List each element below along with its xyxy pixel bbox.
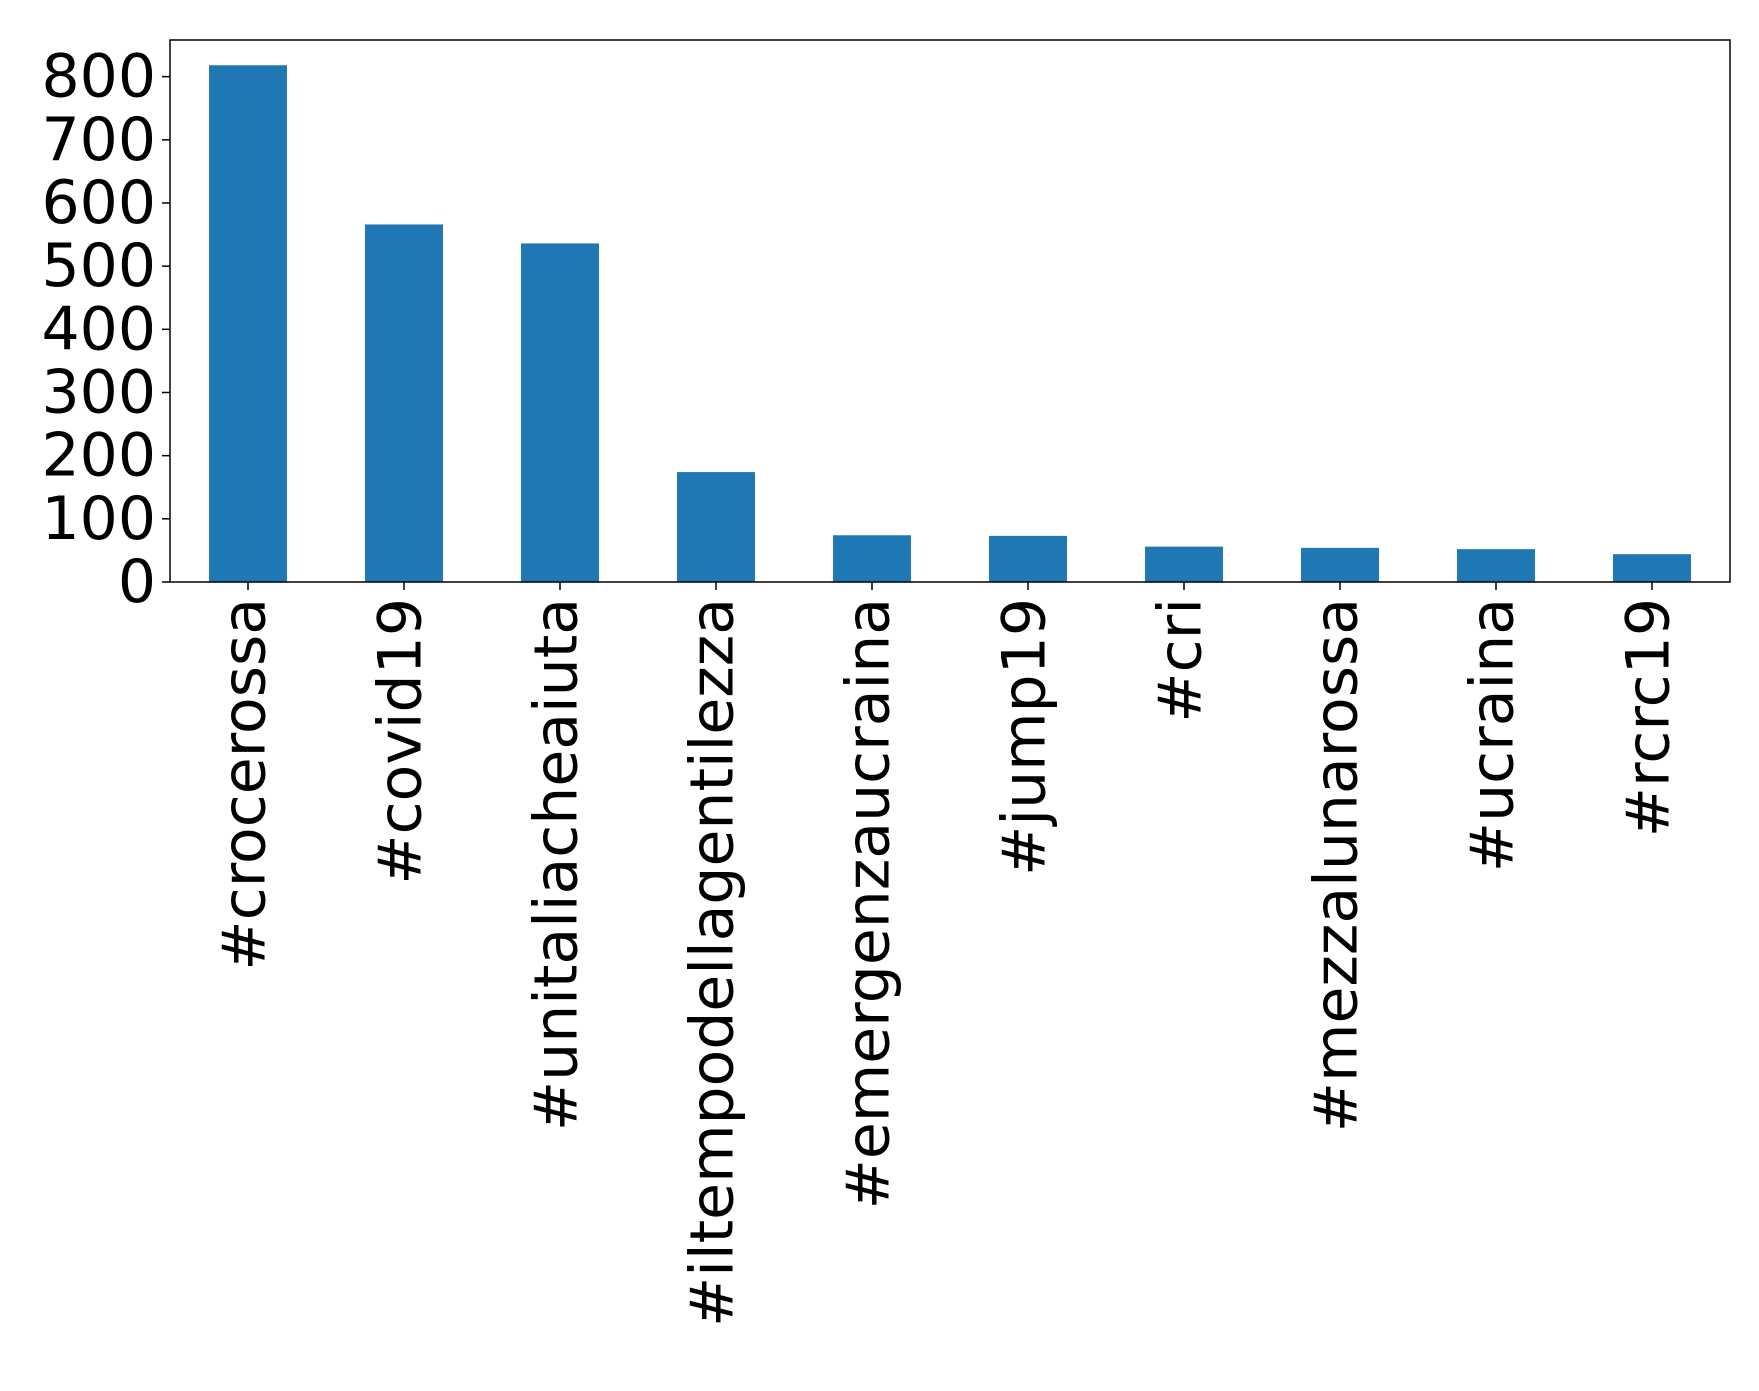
x-tick-label: #iltempodellagentilezza	[678, 598, 748, 1327]
y-tick-label: 200	[41, 421, 156, 491]
bars-group	[209, 65, 1691, 582]
x-tick-label: #cri	[1146, 598, 1216, 723]
y-tick-label: 0	[118, 547, 156, 617]
y-tick-label: 600	[41, 168, 156, 238]
y-tick-label: 500	[41, 231, 156, 301]
bar	[1301, 547, 1379, 582]
y-tick-label: 100	[41, 484, 156, 554]
y-tick-label: 800	[41, 42, 156, 112]
bar	[989, 535, 1067, 582]
bar	[365, 224, 443, 582]
bar	[677, 472, 755, 582]
bar	[1457, 549, 1535, 582]
x-tick-label: #crocerossa	[210, 598, 280, 971]
plot-frame	[169, 39, 1731, 583]
x-tick-label: #emergenzaucraina	[834, 598, 904, 1209]
x-tick-label: #unitaliacheaiuta	[522, 598, 592, 1131]
x-tick-label: #jump19	[990, 598, 1060, 876]
x-tick-label: #mezzalunarossa	[1302, 598, 1372, 1132]
x-tick-label: #covid19	[366, 598, 436, 885]
bar	[833, 535, 911, 582]
bar	[521, 243, 599, 582]
y-tick-label: 400	[41, 294, 156, 364]
x-tick-label: #ucraina	[1458, 598, 1528, 872]
bar	[1613, 554, 1691, 582]
bar	[1145, 546, 1223, 582]
x-tick-label: #rcrc19	[1614, 598, 1684, 837]
y-tick-label: 700	[41, 105, 156, 175]
bar	[209, 65, 287, 582]
x-axis: #crocerossa #covid19 #unitaliacheaiuta #ilt…	[210, 582, 1684, 1327]
y-tick-label: 300	[41, 357, 156, 427]
